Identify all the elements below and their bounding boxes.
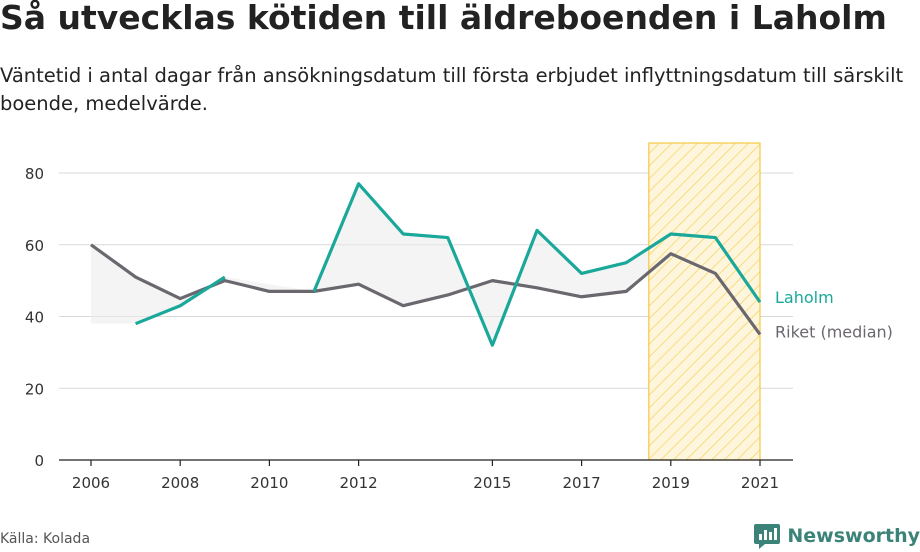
- chart-title: Så utvecklas kötiden till äldreboenden i…: [0, 0, 887, 37]
- y-tick-label: 40: [25, 309, 44, 327]
- y-tick-label: 60: [25, 237, 44, 255]
- x-tick-label: 2019: [652, 474, 690, 492]
- x-tick-label: 2015: [473, 474, 511, 492]
- y-tick-label: 0: [34, 452, 44, 470]
- newsworthy-icon: [754, 524, 781, 549]
- newsworthy-logo: Newsworthy: [753, 521, 920, 551]
- chart-subtitle: Väntetid i antal dagar från ansökningsda…: [0, 64, 904, 115]
- y-tick-label: 80: [25, 165, 44, 183]
- laholm-series-line: [312, 182, 762, 347]
- brand-name: Newsworthy: [787, 525, 920, 547]
- difference-area: [91, 183, 760, 346]
- x-tick-label: 2010: [250, 474, 288, 492]
- x-tick-label: 2008: [161, 474, 199, 492]
- laholm-series-line: [135, 275, 226, 326]
- x-tick-label: 2017: [563, 474, 601, 492]
- x-tick-label: 2012: [340, 474, 378, 492]
- laholm-series-label: Laholm: [775, 288, 834, 307]
- y-tick-label: 20: [25, 380, 44, 398]
- x-tick-label: 2006: [72, 474, 110, 492]
- riket-series-label: Riket (median): [775, 322, 893, 341]
- x-tick-label: 2021: [741, 474, 779, 492]
- highlight-hatch: [648, 143, 760, 460]
- source-note: Källa: Kolada: [0, 531, 91, 547]
